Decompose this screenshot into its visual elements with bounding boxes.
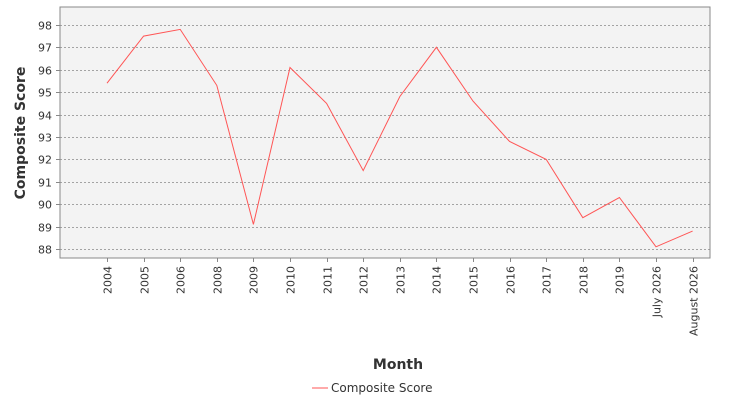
x-tick-label: 2018 (578, 266, 591, 294)
x-tick-label: 2004 (102, 266, 115, 294)
x-tick-label: July 2026 (651, 266, 664, 318)
y-tick-label: 93 (38, 132, 52, 145)
x-tick-label: 2006 (175, 266, 188, 294)
series-line (106, 28, 693, 248)
plot-border (59, 6, 711, 259)
x-tick-label: 2017 (541, 266, 554, 294)
y-tick-label: 94 (38, 110, 52, 123)
x-tick-label: 2009 (248, 266, 261, 294)
x-tick-label: 2016 (505, 266, 518, 294)
y-axis-ticks: 88 89 90 91 92 93 94 95 96 97 98 (38, 20, 60, 257)
x-tick-label: 2013 (395, 266, 408, 294)
y-tick-label: 96 (38, 65, 52, 78)
series-group (106, 28, 693, 248)
y-axis-title: Composite Score (13, 67, 29, 200)
y-tick-label: 98 (38, 20, 52, 33)
y-tick-label: 95 (38, 87, 52, 100)
legend: Composite Score (312, 381, 432, 395)
x-axis-title: Month (373, 357, 423, 373)
x-tick-label: 2012 (358, 266, 371, 294)
x-tick-label: 2019 (614, 266, 627, 294)
y-tick-label: 92 (38, 154, 52, 167)
y-tick-label: 91 (38, 177, 52, 190)
y-tick-label: 88 (38, 244, 52, 257)
plot-area (60, 7, 710, 258)
y-tick-label: 89 (38, 222, 52, 235)
x-tick-label: 2015 (468, 266, 481, 294)
x-axis-ticks: 2004 2005 2006 2008 2009 2010 2011 2012 2013 2014… (102, 258, 701, 336)
x-tick-label: 2014 (431, 266, 444, 294)
x-tick-label: 2011 (322, 266, 335, 294)
y-tick-label: 90 (38, 199, 52, 212)
x-tick-label: 2010 (285, 266, 298, 294)
x-tick-label: 2008 (212, 266, 225, 294)
x-tick-label: 2005 (139, 266, 152, 294)
x-tick-label: August 2026 (688, 266, 701, 336)
y-tick-label: 97 (38, 42, 52, 55)
grid-lines (60, 25, 710, 250)
legend-label: Composite Score (331, 381, 432, 395)
